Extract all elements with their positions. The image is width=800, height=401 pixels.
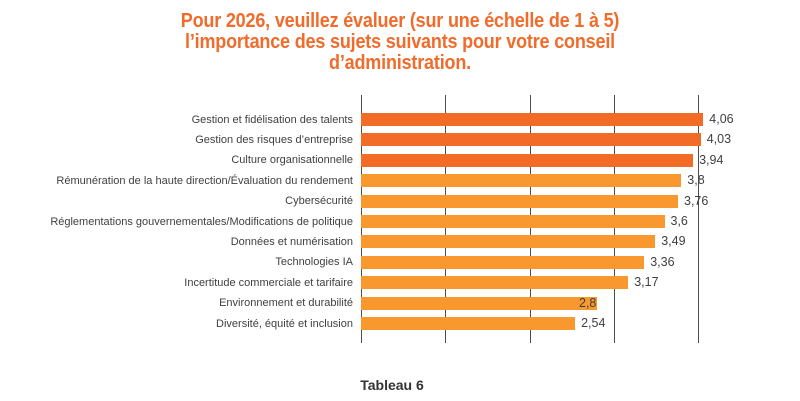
bar [361, 113, 704, 126]
value-label: 3,94 [699, 152, 724, 167]
value-label: 3,17 [634, 275, 659, 290]
bar [361, 317, 576, 330]
bar [361, 276, 629, 290]
chart-title: Pour 2026, veuillez évaluer (sur une éch… [180, 10, 620, 74]
bar [361, 296, 597, 310]
category-label: Diversité, équité et inclusion [216, 317, 353, 330]
bar [361, 235, 656, 249]
category-label: Culture organisationnelle [231, 154, 353, 167]
value-label: 4,03 [706, 132, 732, 147]
table-caption: Tableau 6 [360, 377, 424, 393]
category-label: Rémunération de la haute direction/Évalu… [56, 174, 353, 187]
category-label: Cybersécurité [285, 195, 353, 208]
category-label: Incertitude commerciale et tarifaire [184, 276, 353, 289]
value-label: 2,54 [581, 316, 606, 330]
category-label: Technologies IA [275, 256, 353, 269]
bar [361, 255, 645, 269]
category-label: Environnement et durabilité [219, 297, 353, 310]
bar [361, 153, 694, 167]
bar [361, 215, 665, 228]
value-label: 3,76 [684, 193, 709, 208]
category-label: Gestion des risques d’entreprise [195, 133, 353, 146]
bar [361, 174, 682, 188]
value-label: 3,36 [650, 254, 675, 269]
category-label: Réglementations gouvernementales/Modific… [50, 215, 353, 228]
gridline [698, 95, 700, 343]
value-label: 2,8 [579, 295, 597, 310]
value-label: 3,6 [670, 214, 688, 228]
bar [361, 133, 701, 147]
bar [361, 194, 678, 208]
category-label: Gestion et fidélisation des talents [191, 113, 353, 126]
category-label: Données et numérisation [230, 235, 353, 248]
value-label: 4,06 [709, 112, 734, 126]
value-label: 3,8 [687, 173, 705, 188]
value-label: 3,49 [661, 234, 686, 249]
